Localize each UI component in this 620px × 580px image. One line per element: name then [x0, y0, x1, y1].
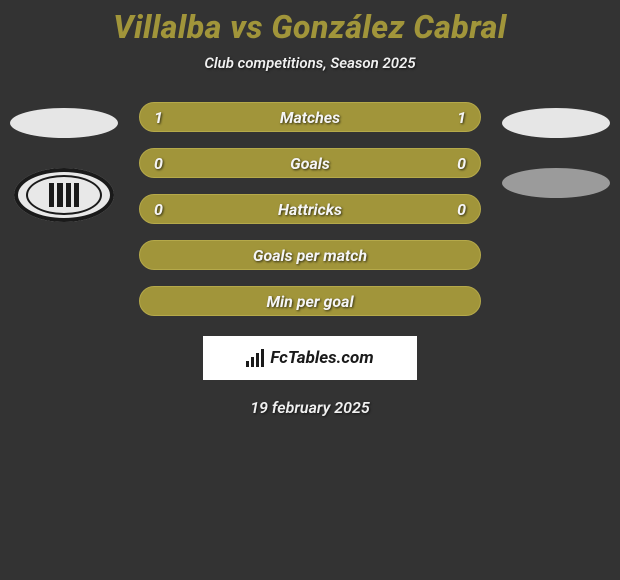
stat-bar-hattricks: 0 Hattricks 0 — [139, 194, 481, 224]
stat-bar-min-per-goal: Min per goal — [139, 286, 481, 316]
right-player-oval — [502, 108, 610, 138]
right-team-oval — [502, 168, 610, 198]
stat-label: Matches — [280, 108, 340, 127]
stat-left-value: 0 — [154, 200, 163, 219]
footer-date: 19 february 2025 — [0, 398, 620, 417]
stat-right-value: 0 — [457, 200, 466, 219]
subtitle: Club competitions, Season 2025 — [0, 54, 620, 72]
stat-label: Min per goal — [266, 292, 353, 311]
comparison-content: 1 Matches 1 0 Goals 0 0 Hattricks 0 Goal… — [0, 102, 620, 417]
stat-right-value: 1 — [457, 108, 466, 127]
stat-bar-matches: 1 Matches 1 — [139, 102, 481, 132]
stat-bar-goals-per-match: Goals per match — [139, 240, 481, 270]
left-team-column — [4, 108, 124, 222]
stat-label: Goals per match — [253, 246, 367, 265]
page-title: Villalba vs González Cabral — [0, 0, 620, 46]
brand-box[interactable]: FcTables.com — [203, 336, 417, 380]
stat-right-value: 0 — [457, 154, 466, 173]
stat-left-value: 0 — [154, 154, 163, 173]
right-team-column — [496, 108, 616, 198]
left-team-badge — [14, 168, 114, 222]
stat-label: Hattricks — [278, 200, 342, 219]
stat-label: Goals — [290, 154, 330, 173]
left-player-oval — [10, 108, 118, 138]
bar-chart-icon — [246, 349, 266, 367]
stat-left-value: 1 — [154, 108, 163, 127]
stat-bar-goals: 0 Goals 0 — [139, 148, 481, 178]
stat-bars: 1 Matches 1 0 Goals 0 0 Hattricks 0 Goal… — [139, 102, 481, 316]
brand-text: FcTables.com — [270, 348, 373, 368]
